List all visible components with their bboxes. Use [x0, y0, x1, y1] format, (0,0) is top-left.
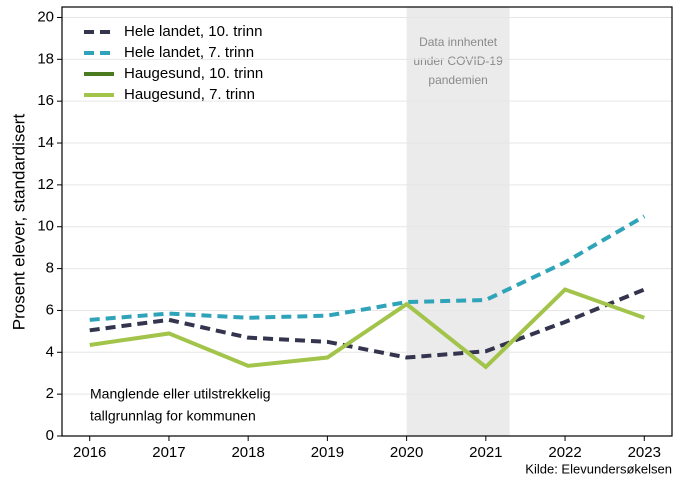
y-tick-label: 20	[37, 8, 54, 25]
y-tick-label: 6	[46, 301, 54, 318]
legend-label: Haugesund, 7. trinn	[124, 86, 255, 103]
x-tick-label: 2019	[311, 444, 344, 461]
series-line	[89, 287, 645, 370]
y-tick-label: 18	[37, 50, 54, 67]
y-axis-label: Prosent elever, standardisert	[9, 114, 28, 331]
x-tick-label: 2021	[469, 444, 502, 461]
legend-label: Hele landet, 7. trinn	[124, 44, 254, 61]
y-tick-label: 4	[46, 343, 54, 360]
x-tick-label: 2022	[548, 444, 581, 461]
legend-label: Haugesund, 10. trinn	[124, 65, 263, 82]
shaded-span	[406, 7, 510, 436]
series-line	[89, 287, 646, 360]
note: tallgrunnlag for kommunen	[90, 408, 256, 424]
y-tick-label: 12	[37, 176, 54, 193]
y-tick-label: 2	[46, 385, 54, 402]
x-tick-label: 2020	[390, 444, 423, 461]
source: Kilde: Elevundersøkelsen	[525, 461, 672, 476]
span-annotation: pandemien	[428, 73, 487, 87]
x-tick-label: 2017	[152, 444, 185, 461]
span-annotation: Data innhentet	[419, 35, 498, 49]
plot-frame	[61, 6, 673, 437]
y-tick-label: 8	[46, 260, 54, 277]
legend-label: Hele landet, 10. trinn	[124, 23, 262, 40]
series-line	[89, 214, 646, 322]
x-tick-label: 2016	[73, 444, 106, 461]
span-annotation: under COVID-19	[413, 54, 503, 68]
note: Manglende eller utilstrekkelig	[90, 386, 271, 402]
y-tick-label: 14	[37, 134, 54, 151]
x-tick-label: 2023	[628, 444, 661, 461]
y-tick-label: 0	[46, 427, 54, 444]
y-tick-label: 16	[37, 92, 54, 109]
x-tick-label: 2018	[231, 444, 264, 461]
y-tick-label: 10	[37, 218, 54, 235]
